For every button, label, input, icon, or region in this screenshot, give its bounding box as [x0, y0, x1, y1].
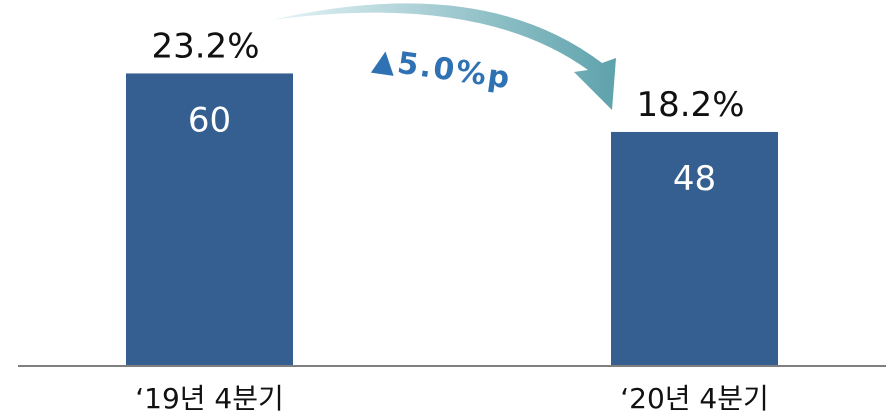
bar-2	[611, 131, 778, 366]
change-arrow-icon	[272, 3, 616, 110]
bar-1	[126, 73, 293, 366]
rate-label: 23.2%	[151, 26, 259, 66]
x-tick-label: ‘19년 4분기	[135, 382, 284, 415]
change-label: ▲5.0%p	[370, 42, 513, 96]
x-tick-label: ‘20년 4분기	[620, 382, 769, 415]
bar-value-label: 60	[188, 100, 231, 140]
rate-label: 18.2%	[636, 85, 744, 125]
bar-value-label: 48	[673, 159, 716, 199]
bars-layer: 60 23.2% ‘19년 4분기 48 18.2% ‘20년 4분기	[126, 26, 778, 415]
